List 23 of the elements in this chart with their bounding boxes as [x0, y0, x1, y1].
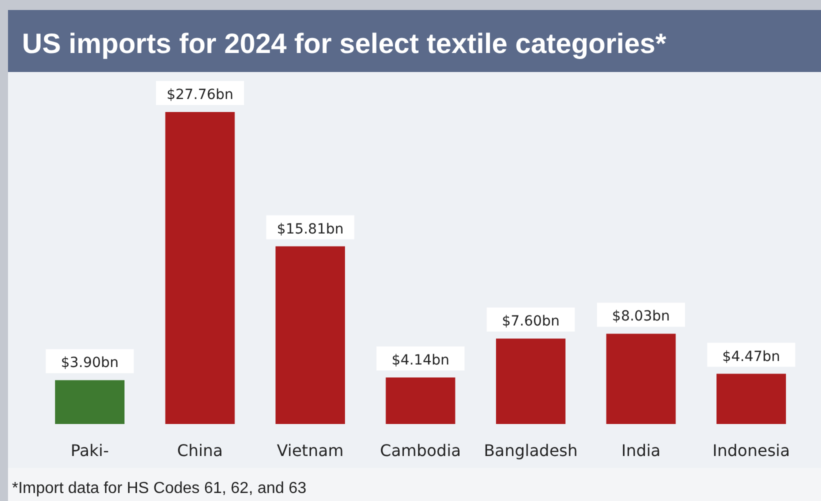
x-tick-label: Paki- — [70, 441, 109, 460]
data-label: $7.60bn — [502, 314, 560, 330]
bar — [716, 374, 786, 424]
x-tick-label: India — [621, 441, 661, 460]
data-label: $15.81bn — [276, 221, 344, 238]
data-label: $27.76bn — [166, 87, 234, 103]
bar — [165, 112, 235, 424]
x-tick-label: Vietnam — [276, 441, 344, 460]
data-label: $4.47bn — [722, 348, 780, 365]
bar — [496, 338, 566, 424]
bar — [276, 246, 345, 424]
data-label: $4.14bn — [392, 352, 450, 368]
chart-title: US imports for 2024 for select textile categories* — [22, 28, 666, 59]
x-tick-label: Indonesia — [712, 441, 790, 460]
bar — [606, 334, 676, 424]
x-tick-label: Bangladesh — [484, 441, 578, 460]
data-label: $8.03bn — [612, 308, 670, 325]
x-tick-label: Cambodia — [380, 441, 461, 460]
bar — [55, 380, 124, 424]
x-tick-label: China — [177, 441, 223, 460]
data-label: $3.90bn — [60, 355, 119, 372]
bar — [386, 377, 456, 424]
text: *Import data for HS Codes 61, 62, and 63 — [12, 480, 306, 497]
